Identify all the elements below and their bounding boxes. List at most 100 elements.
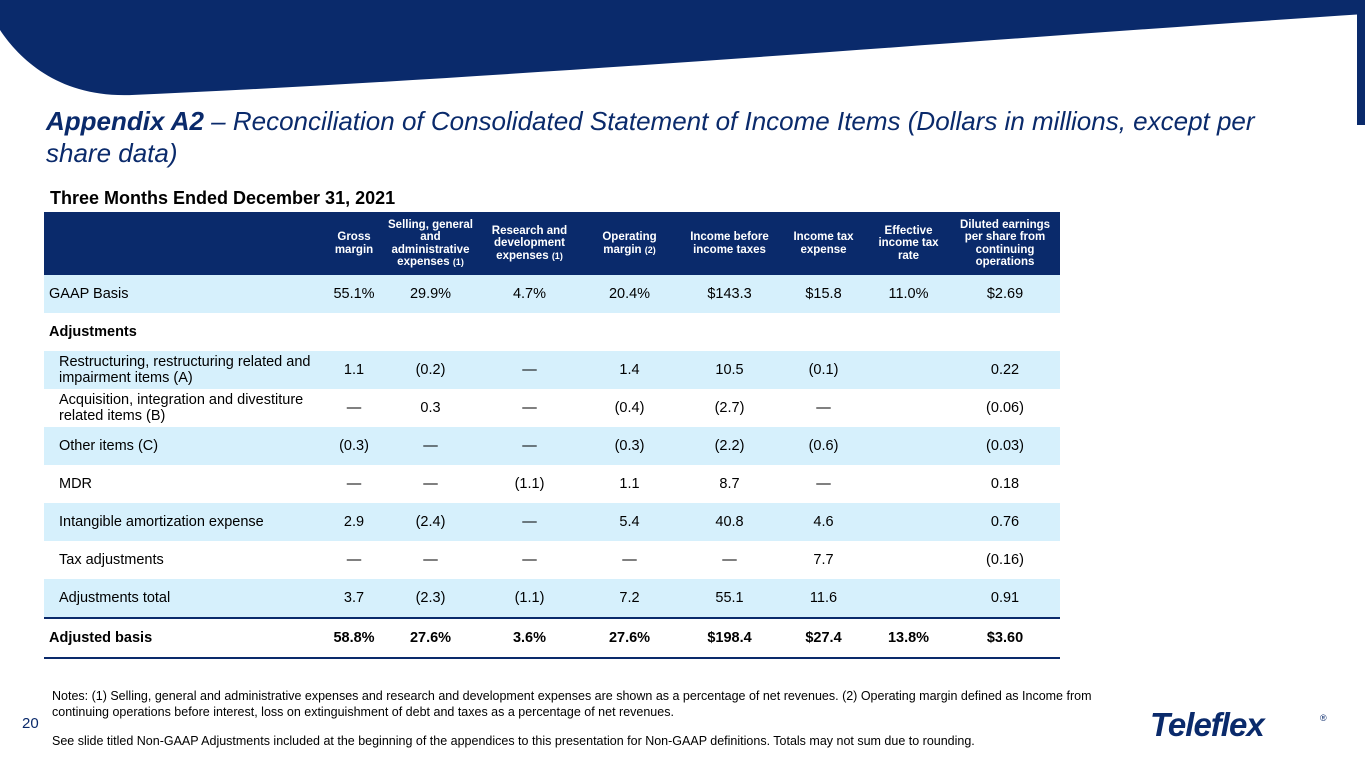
table-cell: — xyxy=(346,400,362,416)
table-cell: (0.2) xyxy=(382,351,479,389)
table-cell: 0.3 xyxy=(420,400,441,416)
row-label: GAAP Basis xyxy=(44,275,326,313)
table-cell: — xyxy=(479,427,580,465)
table-cell: 2.9 xyxy=(326,503,382,541)
table-row: Adjustments xyxy=(44,313,1060,351)
table-cell: 3.6% xyxy=(479,618,580,659)
header-cell-label xyxy=(44,212,326,275)
table-cell: 55.1% xyxy=(326,275,382,313)
row-label: Adjusted basis xyxy=(44,618,326,659)
table-cell: — xyxy=(382,427,479,465)
table-cell xyxy=(382,313,479,351)
table-cell: 1.4 xyxy=(580,351,679,389)
table-cell: (0.6) xyxy=(780,427,867,465)
table-cell: — xyxy=(816,400,831,416)
table-subtitle: Three Months Ended December 31, 2021 xyxy=(50,188,396,208)
header-cell: Income before income taxes xyxy=(679,212,780,275)
table-cell: 13.8% xyxy=(867,618,950,659)
header-banner xyxy=(0,0,1365,96)
table-cell xyxy=(950,313,1060,351)
row-label: Adjustments xyxy=(49,324,137,340)
table-cell: 7.7 xyxy=(813,552,834,568)
table-cell xyxy=(867,465,950,503)
table-cell: (2.3) xyxy=(382,579,479,619)
table-cell: — xyxy=(622,552,637,568)
table-cell: 1.1 xyxy=(619,476,640,492)
footnote: See slide titled Non-GAAP Adjustments in… xyxy=(52,734,975,748)
table-row: MDR — — (1.1) 1.1 8.7 — 0.18 xyxy=(44,465,1060,503)
table-row: Adjusted basis 58.8% 27.6% 3.6% 27.6% $198.4 $… xyxy=(44,618,1060,659)
table-cell: $2.69 xyxy=(950,275,1060,313)
row-label: MDR xyxy=(59,476,93,492)
page-number: 20 xyxy=(22,715,39,732)
table-cell: 27.6% xyxy=(580,618,679,659)
table-cell: — xyxy=(346,552,362,568)
table-cell: $3.60 xyxy=(950,618,1060,659)
table-cell: 11.6 xyxy=(780,579,867,619)
table-cell: $15.8 xyxy=(780,275,867,313)
row-label: Other items (C) xyxy=(44,427,326,465)
row-label: Tax adjustments xyxy=(59,552,164,568)
table-cell xyxy=(867,503,950,541)
table-cell: 29.9% xyxy=(382,275,479,313)
table-cell: 11.0% xyxy=(867,275,950,313)
table-cell: 20.4% xyxy=(580,275,679,313)
footnotes: Notes: (1) Selling, general and administ… xyxy=(52,689,1137,764)
table-cell xyxy=(326,313,382,351)
table-row: GAAP Basis 55.1% 29.9% 4.7% 20.4% $143.3 $15.8… xyxy=(44,275,1060,313)
table-cell: — xyxy=(479,503,580,541)
table-cell: 0.91 xyxy=(950,579,1060,619)
table-row: Acquisition, integration and divestiture… xyxy=(44,389,1060,427)
table-cell: — xyxy=(722,552,737,568)
header-cell: Operating margin (2) xyxy=(580,212,679,275)
table-cell: (0.16) xyxy=(986,552,1024,568)
row-label: Acquisition, integration and divestiture… xyxy=(59,392,304,424)
table-cell: (0.4) xyxy=(614,400,645,416)
table-cell xyxy=(867,427,950,465)
table-cell: 55.1 xyxy=(679,579,780,619)
table-cell: 4.6 xyxy=(780,503,867,541)
header-cell: Selling, general and administrative expe… xyxy=(382,212,479,275)
table-cell: 27.6% xyxy=(382,618,479,659)
table-cell: (0.3) xyxy=(580,427,679,465)
header-cell: Income tax expense xyxy=(780,212,867,275)
table-cell xyxy=(867,313,950,351)
table-row: Tax adjustments — — — — — 7.7 (0.16) xyxy=(44,541,1060,579)
header-cell: Research and development expenses (1) xyxy=(479,212,580,275)
table-cell: 1.1 xyxy=(326,351,382,389)
row-label: Intangible amortization expense xyxy=(44,503,326,541)
table-cell: 5.4 xyxy=(580,503,679,541)
table-row: Other items (C) (0.3) — — (0.3) (2.2) (0.6) (0.… xyxy=(44,427,1060,465)
table-row: Adjustments total 3.7 (2.3) (1.1) 7.2 55.1 11.… xyxy=(44,579,1060,619)
right-accent-bar xyxy=(1357,0,1365,125)
table-cell: 0.18 xyxy=(990,476,1020,492)
table-cell xyxy=(679,313,780,351)
table-cell: 10.5 xyxy=(679,351,780,389)
table-cell xyxy=(867,351,950,389)
table-cell: $143.3 xyxy=(679,275,780,313)
table-cell: (0.06) xyxy=(986,400,1024,416)
table-cell xyxy=(867,389,950,427)
table-cell: — xyxy=(522,400,537,416)
table-cell: — xyxy=(816,476,831,492)
table-cell: 4.7% xyxy=(479,275,580,313)
table-cell xyxy=(867,579,950,619)
table-cell: — xyxy=(479,351,580,389)
table-cell: $27.4 xyxy=(780,618,867,659)
table-cell: — xyxy=(522,552,537,568)
table-cell xyxy=(479,313,580,351)
table-cell: — xyxy=(423,476,438,492)
table-cell: 0.76 xyxy=(950,503,1060,541)
table-header-row: Gross margin Selling, general and admini… xyxy=(44,212,1060,275)
teleflex-logo: Teleflex ® xyxy=(1150,708,1327,742)
table-cell xyxy=(580,313,679,351)
reconciliation-table: Gross margin Selling, general and admini… xyxy=(44,212,1060,659)
table-cell: 40.8 xyxy=(679,503,780,541)
table-cell: 0.22 xyxy=(950,351,1060,389)
table-cell xyxy=(867,541,950,579)
svg-text:Teleflex: Teleflex xyxy=(1150,708,1266,742)
table-cell: — xyxy=(423,552,438,568)
svg-text:®: ® xyxy=(1320,713,1327,723)
table-row: Restructuring, restructuring related and… xyxy=(44,351,1060,389)
table-cell: (2.4) xyxy=(382,503,479,541)
